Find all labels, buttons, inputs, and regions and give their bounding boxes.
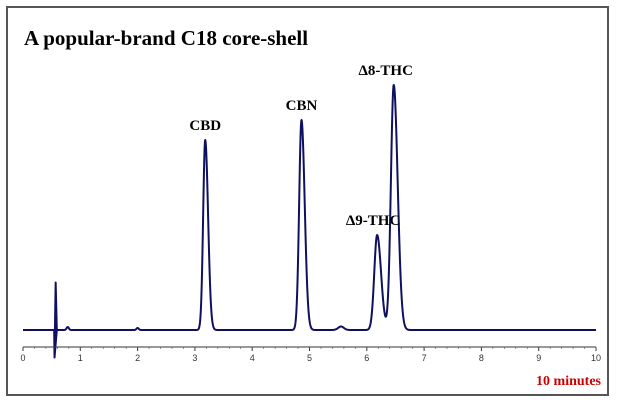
chart-title: A popular-brand C18 core-shell (24, 26, 309, 50)
x-tick-label: 5 (307, 353, 312, 363)
x-tick-label: 1 (78, 353, 83, 363)
peak-label: CBD (189, 118, 221, 134)
x-tick-label: 8 (479, 353, 484, 363)
x-tick-label: 0 (20, 353, 25, 363)
peak-label: Δ9-THC (346, 213, 400, 229)
x-tick-label: 3 (192, 353, 197, 363)
chromatogram-trace (22, 84, 597, 359)
x-tick-label: 7 (422, 353, 427, 363)
x-tick-label: 2 (135, 353, 140, 363)
x-tick-label: 6 (364, 353, 369, 363)
peak-label: Δ8-THC (359, 63, 413, 79)
x-tick-label: 4 (250, 353, 255, 363)
run-duration-note: 10 minutes (536, 374, 601, 389)
peak-label: CBN (286, 98, 318, 114)
x-tick-label: 9 (536, 353, 541, 363)
x-tick-label: 10 (591, 353, 601, 363)
